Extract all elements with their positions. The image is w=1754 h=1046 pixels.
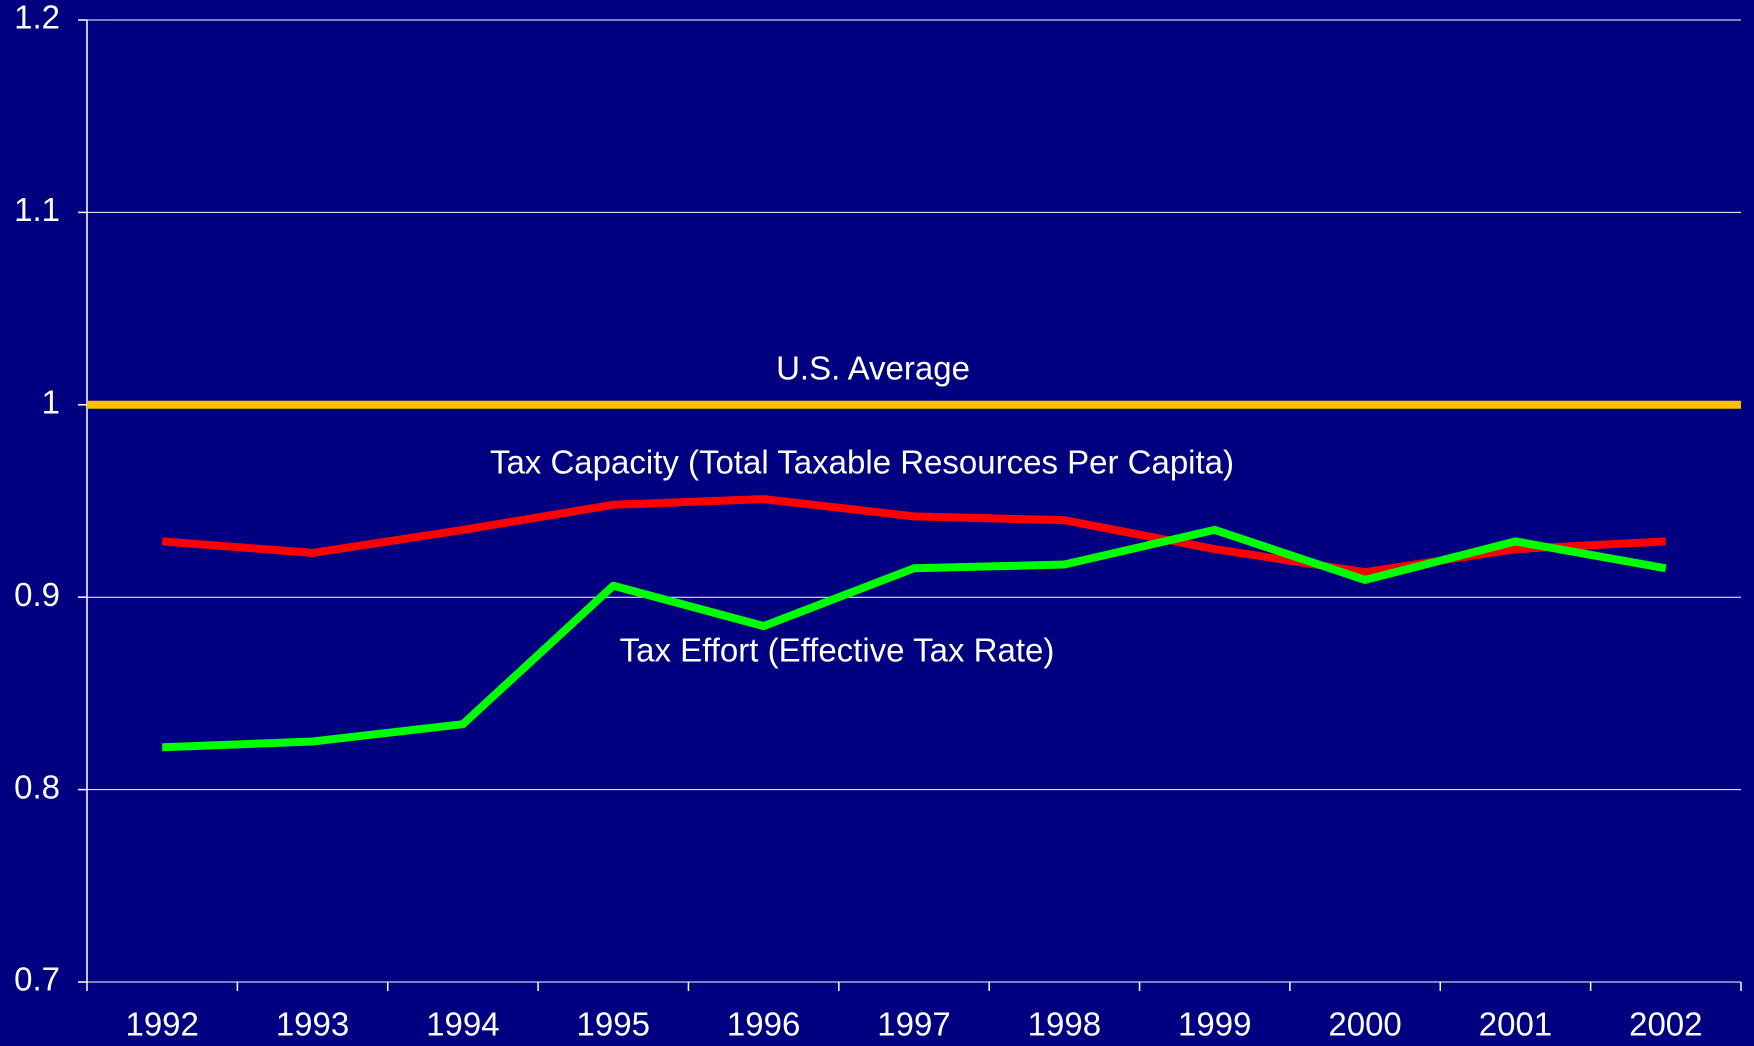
- y-tick-label: 1.2: [14, 0, 60, 36]
- x-tick-label: 2001: [1479, 1006, 1552, 1043]
- y-tick-label: 1: [42, 384, 60, 421]
- series-label: Tax Effort (Effective Tax Rate): [620, 632, 1055, 669]
- series-label: Tax Capacity (Total Taxable Resources Pe…: [490, 444, 1234, 481]
- x-tick-label: 1995: [577, 1006, 650, 1043]
- series-line: [162, 525, 1667, 752]
- x-tick-label: 2002: [1629, 1006, 1702, 1043]
- y-tick-label: 0.9: [14, 576, 60, 613]
- reference-label: U.S. Average: [776, 350, 970, 387]
- x-tick-label: 1997: [877, 1006, 950, 1043]
- x-tick-label: 1998: [1028, 1006, 1101, 1043]
- x-tick-label: 1994: [426, 1006, 499, 1043]
- x-tick-label: 1992: [125, 1006, 198, 1043]
- x-tick-label: 1996: [727, 1006, 800, 1043]
- x-tick-label: 1999: [1178, 1006, 1251, 1043]
- y-tick-label: 0.8: [14, 768, 60, 805]
- y-tick-label: 0.7: [14, 961, 60, 998]
- x-tick-label: 1993: [276, 1006, 349, 1043]
- x-tick-label: 2000: [1328, 1006, 1401, 1043]
- y-tick-label: 1.1: [14, 191, 60, 228]
